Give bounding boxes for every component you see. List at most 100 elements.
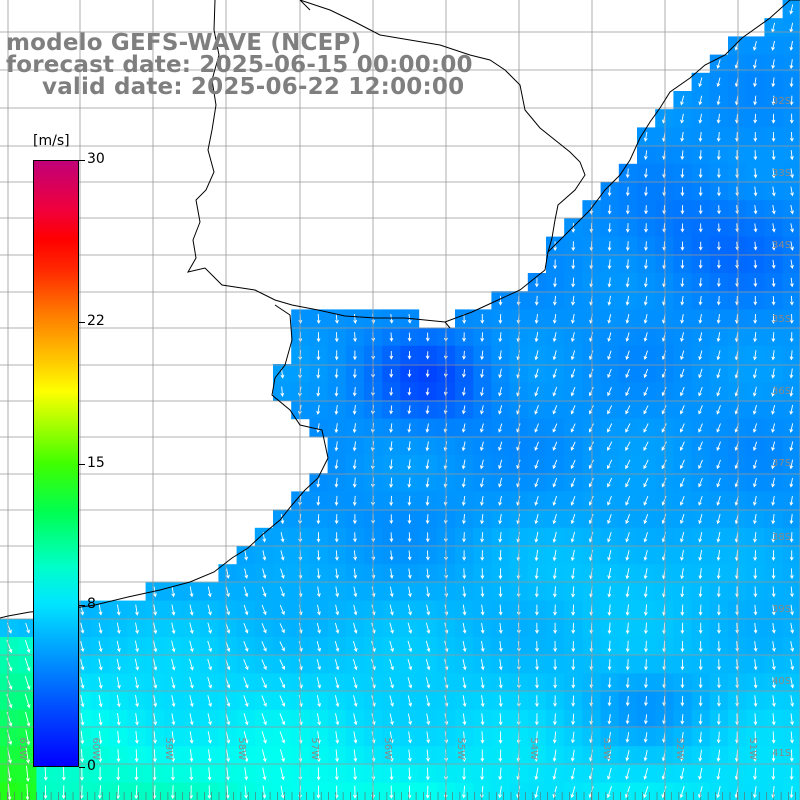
- wind-arrow: [25, 729, 31, 746]
- wind-arrow: [462, 532, 466, 543]
- wind-arrow: [680, 604, 685, 616]
- wind-speed-cell: [782, 200, 800, 219]
- wind-arrow: [771, 731, 776, 744]
- wind-arrow: [553, 677, 557, 689]
- longitude-label: 54W: [528, 737, 539, 760]
- wind-arrow: [98, 676, 103, 690]
- wind-arrow: [771, 495, 776, 506]
- wind-arrow: [571, 640, 576, 653]
- wind-arrow: [789, 568, 794, 580]
- wind-arrow: [153, 676, 158, 689]
- wind-arrow: [316, 677, 322, 689]
- wind-arrow: [625, 459, 631, 470]
- wind-arrow: [717, 205, 721, 215]
- wind-arrow: [98, 658, 103, 671]
- wind-arrow: [352, 368, 357, 379]
- wind-arrow: [680, 332, 685, 343]
- wind-arrow: [480, 368, 484, 379]
- wind-arrow: [243, 695, 249, 707]
- wind-arrow: [643, 168, 648, 179]
- wind-arrow: [789, 295, 794, 306]
- wind-arrow: [789, 95, 794, 106]
- wind-arrow: [772, 677, 776, 689]
- wind-arrow: [334, 368, 339, 379]
- wind-arrow: [225, 586, 230, 598]
- wind-arrow: [790, 622, 795, 634]
- wind-arrow: [316, 350, 321, 361]
- wind-arrow: [716, 586, 721, 598]
- wind-arrow: [134, 767, 139, 781]
- wind-arrow: [353, 568, 358, 580]
- wind-arrow: [353, 695, 358, 708]
- wind-arrow: [334, 532, 339, 543]
- wind-arrow: [570, 405, 576, 415]
- colorbar-tick-label: 0: [87, 758, 96, 774]
- wind-arrow: [407, 405, 412, 415]
- wind-arrow: [753, 186, 758, 197]
- wind-arrow: [789, 459, 794, 470]
- wind-arrow: [625, 405, 631, 415]
- wind-arrow: [716, 368, 721, 379]
- wind-arrow: [753, 332, 757, 343]
- wind-arrow: [389, 658, 394, 671]
- wind-arrow: [588, 513, 594, 525]
- wind-arrow: [426, 731, 431, 744]
- wind-arrow: [407, 441, 412, 452]
- wind-arrow: [534, 785, 539, 799]
- wind-arrow: [24, 639, 31, 654]
- forecast-date: forecast date: 2025-06-15 00:00:00: [6, 52, 473, 78]
- wind-arrow: [407, 695, 413, 707]
- wind-arrow: [607, 495, 612, 506]
- wind-arrow: [570, 549, 575, 562]
- wind-arrow: [226, 568, 230, 579]
- wind-arrow: [643, 532, 648, 543]
- wind-arrow: [698, 205, 703, 215]
- wind-arrow: [261, 641, 267, 652]
- wind-arrow: [498, 441, 503, 451]
- wind-arrow: [462, 586, 467, 598]
- wind-speed-cell: [782, 218, 800, 238]
- wind-arrow: [607, 441, 613, 451]
- wind-arrow: [643, 332, 648, 342]
- wind-arrow: [789, 113, 794, 124]
- wind-arrow: [535, 604, 539, 616]
- wind-arrow: [571, 277, 576, 288]
- wind-arrow: [462, 640, 467, 653]
- wind-arrow: [153, 622, 158, 635]
- wind-arrow: [24, 693, 31, 709]
- wind-arrow: [790, 641, 795, 653]
- wind-arrow: [771, 477, 775, 488]
- wind-arrow: [425, 351, 430, 360]
- wind-arrow: [790, 586, 794, 598]
- wind-arrow: [790, 204, 794, 215]
- wind-arrow: [280, 386, 285, 397]
- wind-arrow: [771, 713, 776, 726]
- wind-arrow: [607, 295, 612, 306]
- wind-arrow: [334, 459, 339, 470]
- wind-arrow: [588, 441, 594, 451]
- wind-arrow: [571, 241, 576, 252]
- wind-arrow: [680, 368, 685, 379]
- wind-arrow: [552, 513, 557, 525]
- wind-arrow: [643, 131, 648, 142]
- wind-arrow: [98, 730, 103, 745]
- wind-arrow: [480, 622, 485, 634]
- wind-arrow: [479, 459, 484, 470]
- wind-arrow: [134, 785, 139, 800]
- wind-arrow: [352, 423, 357, 434]
- wind-arrow: [498, 531, 503, 543]
- wind-arrow: [316, 586, 321, 598]
- wind-arrow: [771, 259, 776, 269]
- wind-arrow: [462, 550, 467, 561]
- wind-arrow: [43, 767, 48, 781]
- wind-arrow: [625, 659, 630, 671]
- wind-arrow: [698, 113, 703, 124]
- wind-arrow: [534, 549, 539, 562]
- wind-arrow: [753, 767, 757, 781]
- wind-arrow: [225, 713, 231, 726]
- wind-arrow: [716, 314, 721, 324]
- wind-arrow: [316, 514, 321, 525]
- wind-arrow: [698, 277, 703, 288]
- wind-arrow: [571, 586, 575, 598]
